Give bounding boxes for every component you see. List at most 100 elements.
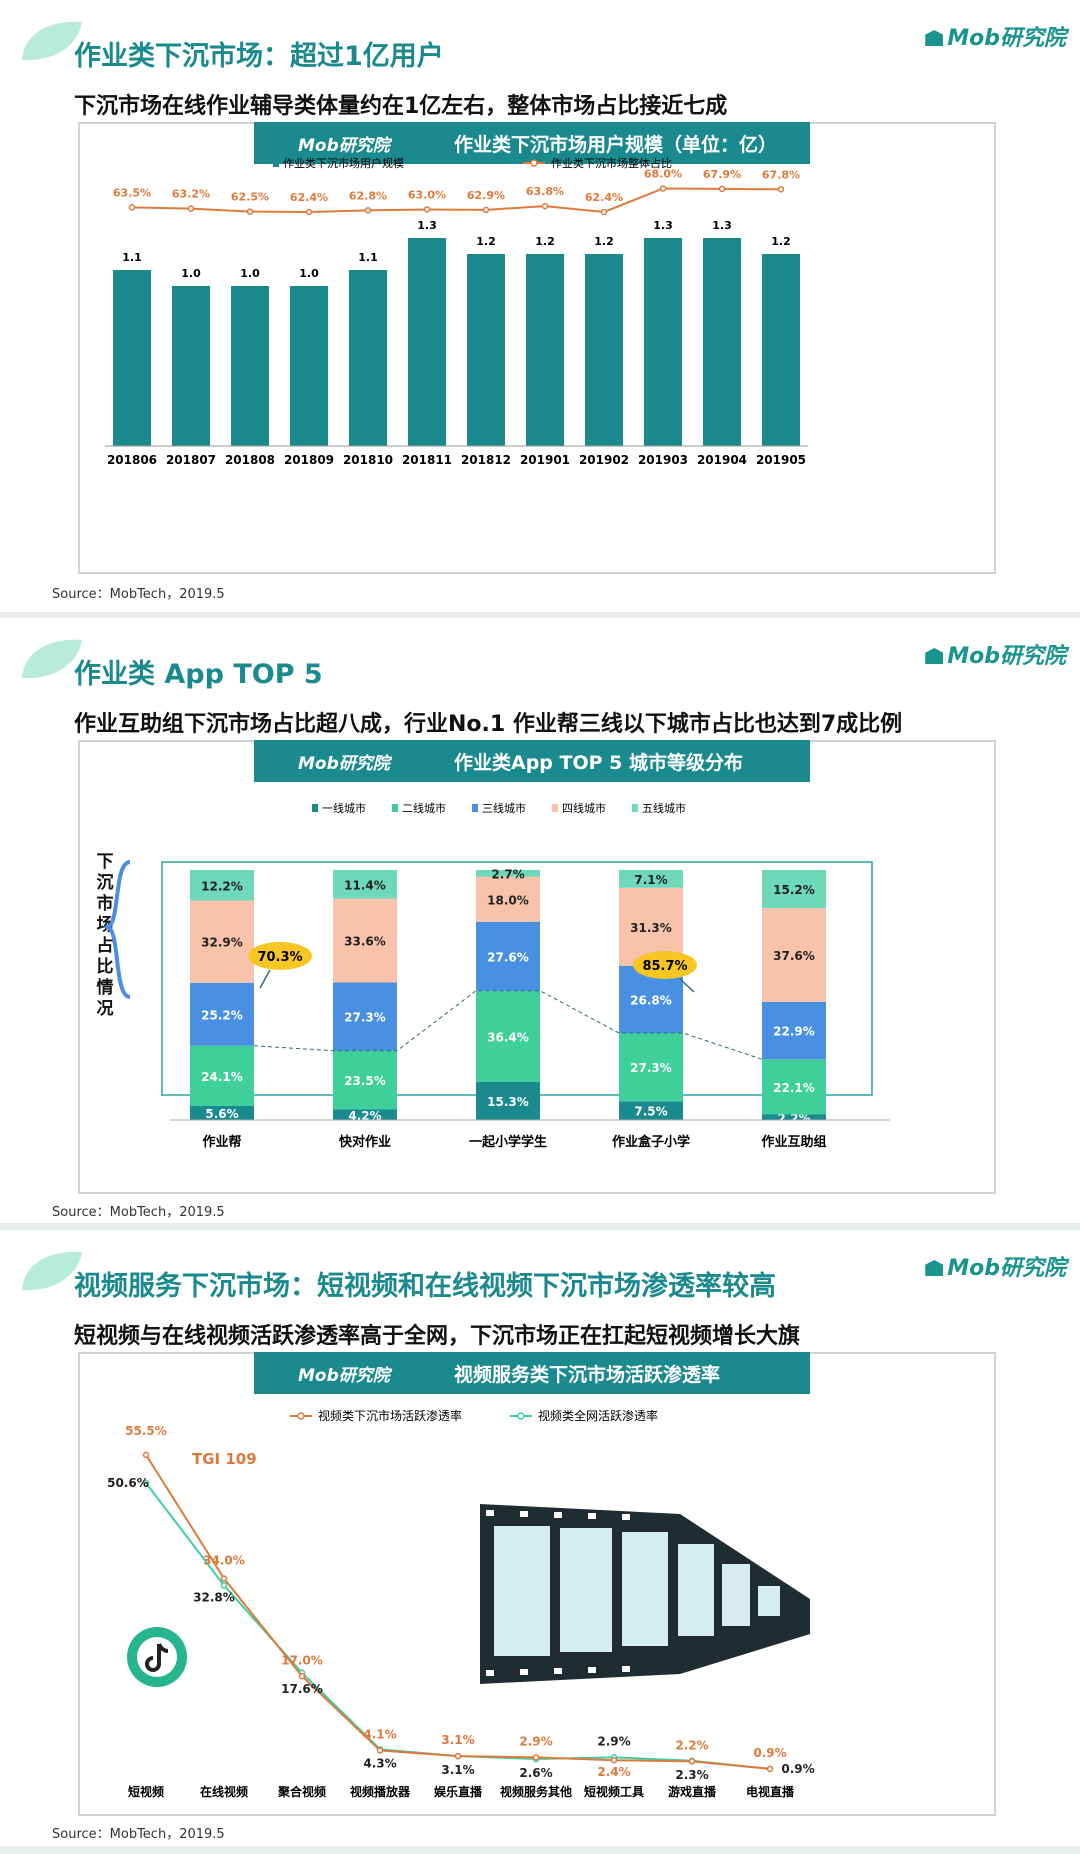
line-point (482, 206, 490, 214)
data-label: 5.6% (205, 1107, 238, 1121)
line-point (364, 207, 372, 214)
stacked-segment (190, 1106, 254, 1120)
legend-marker (297, 1412, 305, 1420)
legend-label: 视频类下沉市场活跃渗透率 (318, 1408, 462, 1423)
callout-arrow (259, 969, 271, 989)
data-label: 55.5% (125, 1424, 167, 1438)
x-tick-label: 201812 (461, 453, 511, 467)
x-tick-label: 电视直播 (746, 1784, 795, 1799)
line-point (688, 1758, 696, 1765)
x-tick-label: 201901 (520, 453, 570, 467)
line-point (718, 185, 726, 193)
data-label: 2.3% (675, 1768, 708, 1782)
stacked-segment (619, 870, 683, 888)
stacked-segment (333, 870, 397, 899)
chart-frame: Mob研究院 作业类下沉市场用户规模（单位：亿） 作业类下沉市场用户规模 作业类下沉… (78, 122, 996, 574)
data-label: 1.2 (535, 235, 555, 248)
panel-user-scale: 作业类下沉市场：超过1亿用户 Mob研究院 下沉市场在线作业辅导类体量约在1亿左… (0, 0, 1080, 612)
cube-icon (925, 1260, 944, 1276)
series-line (145, 1482, 771, 1770)
page-subtitle: 短视频与在线视频活跃渗透率高于全网，下沉市场正在扛起短视频增长大旗 (74, 1324, 801, 1349)
data-label: 62.5% (231, 191, 269, 204)
legend-swatch (632, 804, 638, 812)
x-tick-label: 201809 (284, 453, 334, 467)
stacked-segment (333, 898, 397, 983)
x-tick-label: 201807 (166, 453, 216, 467)
bar (408, 238, 446, 446)
stacked-segment (190, 982, 254, 1046)
chart-banner: Mob研究院 作业类下沉市场用户规模（单位：亿） (254, 122, 810, 164)
data-label: 2.4% (597, 1765, 630, 1779)
line-point (600, 208, 608, 216)
stacked-segment (333, 1050, 397, 1110)
page-title: 作业类 App TOP 5 (74, 659, 323, 690)
legend-marker (530, 159, 538, 167)
brace-icon (102, 860, 131, 999)
callout-label: 85.7% (642, 959, 687, 974)
legend-swatch (472, 804, 478, 812)
callout-label: 70.3% (257, 950, 302, 965)
x-tick-label: 作业盒子小学 (612, 1134, 690, 1150)
brand-logo: Mob研究院 (925, 1250, 1066, 1282)
bar (290, 286, 328, 446)
data-label: 1.2 (771, 235, 791, 248)
chart-banner: Mob研究院 作业类App TOP 5 城市等级分布 (254, 740, 810, 782)
bar (644, 238, 682, 446)
data-label: 26.8% (630, 994, 672, 1008)
source-note: Source：MobTech，2019.5 (52, 1205, 225, 1220)
bar (762, 254, 800, 446)
line-point (246, 208, 254, 215)
data-label: 2.9% (597, 1734, 630, 1748)
line-point (541, 202, 549, 210)
banner-logo: Mob研究院 (298, 135, 390, 156)
stacked-segment (619, 1033, 683, 1102)
line-point (777, 186, 785, 193)
leaf-icon (22, 639, 82, 679)
chart-frame: Mob研究院 视频服务类下沉市场活跃渗透率 视频类下沉市场活跃渗透率 视频类全网活跃… (78, 1352, 996, 1816)
data-label: 2.9% (519, 1734, 552, 1748)
line-point (187, 205, 195, 212)
data-label: 62.4% (585, 191, 623, 204)
bar-line-chart: 作业类下沉市场用户规模 作业类下沉市场整体占比 1.1 201806 1.0 201807… (105, 156, 808, 467)
x-tick-label: 201903 (638, 453, 688, 467)
stacked-segment (190, 900, 254, 983)
data-label: 1.3 (712, 219, 732, 232)
data-label: 1.1 (122, 251, 142, 264)
data-label: 62.4% (290, 191, 328, 204)
data-label: 27.6% (487, 950, 529, 964)
page-subtitle: 作业互助组下沉市场占比超八成，行业No.1 作业帮三线以下城市占比也达到7成比例 (74, 712, 903, 737)
data-label: 17.0% (281, 1653, 323, 1667)
data-label: 15.2% (773, 883, 815, 897)
data-label: 0.9% (753, 1746, 786, 1760)
data-label: 15.3% (487, 1095, 529, 1109)
line-point (610, 1756, 618, 1764)
line-point (220, 1575, 228, 1582)
legend-label: 作业类下沉市场用户规模 (283, 156, 404, 170)
legend-swatch (392, 804, 398, 812)
data-label: 67.8% (762, 168, 800, 181)
chart-title: 作业类App TOP 5 城市等级分布 (454, 751, 744, 774)
legend-label: 视频类全网活跃渗透率 (538, 1408, 658, 1423)
x-tick-label: 在线视频 (200, 1784, 248, 1799)
data-label: 34.0% (203, 1554, 245, 1568)
data-label: 1.2 (476, 235, 496, 248)
data-label: 63.2% (172, 188, 210, 201)
x-tick-label: 201904 (697, 453, 747, 467)
legend-swatch (273, 159, 279, 167)
line-point (298, 1673, 306, 1680)
stacked-bar-chart: 一线城市 二线城市 三线城市 四线城市 五线城市 5.6% 24.1% 25.2% 32.9% 1… (102, 801, 890, 1150)
stacked-segment (762, 1002, 826, 1060)
x-tick-label: 娱乐直播 (434, 1784, 483, 1799)
x-tick-label: 201905 (756, 453, 806, 467)
data-label: 7.1% (634, 873, 667, 887)
data-label: 25.2% (201, 1008, 243, 1022)
data-label: 23.5% (344, 1074, 386, 1088)
bar (526, 254, 564, 446)
stacked-segment (190, 1045, 254, 1106)
data-label: 1.3 (417, 219, 437, 232)
legend-label: 二线城市 (402, 801, 446, 815)
legend-swatch (312, 804, 318, 812)
series-line (131, 187, 782, 214)
stacked-segment (762, 1059, 826, 1115)
line-point (142, 1479, 150, 1487)
